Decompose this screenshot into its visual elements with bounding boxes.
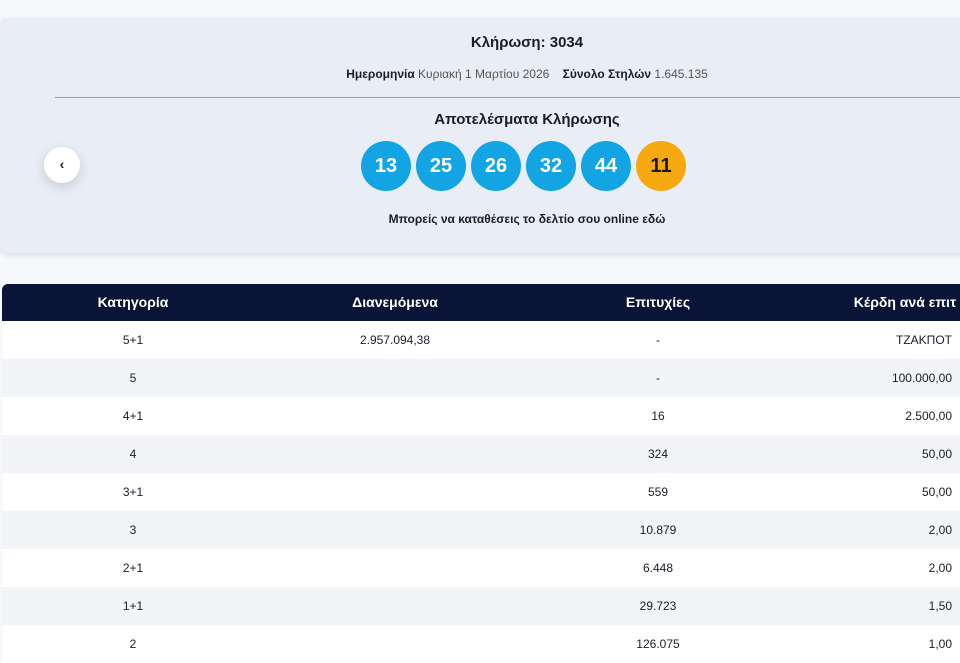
table-cell: 126.075 xyxy=(636,637,680,651)
table-cell: 324 xyxy=(647,447,669,461)
table-row: 5 - 100.000,00 xyxy=(2,359,960,397)
number-ball: 26 xyxy=(471,141,521,191)
column-header: Κέρδη ανά επιτ xyxy=(853,294,957,310)
draw-title: Κλήρωση: 3034 xyxy=(470,34,584,51)
number-ball: 25 xyxy=(416,141,466,191)
table-row: 1+1 29.723 1,50 xyxy=(2,587,960,625)
table-cell: 29.723 xyxy=(639,599,677,613)
table-cell: 5 xyxy=(129,371,137,385)
table-cell: 6.448 xyxy=(642,561,674,575)
table-row: 4+1 16 2.500,00 xyxy=(2,397,960,435)
table-row: 2+1 6.448 2,00 xyxy=(2,549,960,587)
table-header: Κατηγορία Διανεμόμενα Επιτυχίες Κέρδη ανά ε… xyxy=(2,284,960,321)
table-cell: 100.000,00 xyxy=(891,371,952,385)
column-header: Επιτυχίες xyxy=(625,294,691,310)
bonus-ball: 11 xyxy=(636,141,686,191)
table-cell: 4 xyxy=(129,447,137,461)
draw-card xyxy=(0,18,960,253)
column-header: Κατηγορία xyxy=(97,294,169,310)
columns-label: Σύνολο Στηλών xyxy=(562,67,652,81)
table-cell: 2.500,00 xyxy=(905,409,952,423)
table-cell: 50,00 xyxy=(921,485,952,499)
table-cell: 1+1 xyxy=(122,599,144,613)
divider xyxy=(55,97,960,98)
table-cell: ΤΖΑΚΠΟΤ xyxy=(896,333,952,347)
table-cell: 2.957.094,38 xyxy=(359,333,431,347)
table-row: 5+1 2.957.094,38 - ΤΖΑΚΠΟΤ xyxy=(2,321,960,359)
table-row: 3+1 559 50,00 xyxy=(2,473,960,511)
table-cell: 50,00 xyxy=(921,447,952,461)
results-title: Αποτελέσματα Κλήρωσης xyxy=(434,111,620,128)
table-cell: 10.879 xyxy=(639,523,677,537)
online-link[interactable]: Μπορείς να καταθέσεις το δελτίο σου onli… xyxy=(388,212,666,226)
table-cell: 5+1 xyxy=(122,333,144,347)
page: Κλήρωση: 3034 Ημερομηνία Κυριακή 1 Μαρτί… xyxy=(0,18,960,651)
date-label: Ημερομηνία xyxy=(346,67,415,81)
table-cell: 2,00 xyxy=(928,561,952,575)
date: Κυριακή 1 Μαρτίου 2026 xyxy=(418,67,550,81)
previous-button[interactable]: ‹ xyxy=(44,147,80,183)
table-cell: 16 xyxy=(651,409,665,423)
table-cell: 4+1 xyxy=(122,409,144,423)
table-cell: - xyxy=(656,371,660,385)
table-cell: 3+1 xyxy=(122,485,144,499)
number-ball: 32 xyxy=(526,141,576,191)
columns: 1.645.135 xyxy=(654,67,708,81)
draw-info: Ημερομηνία Κυριακή 1 Μαρτίου 2026 Σύνολο… xyxy=(227,67,827,81)
table-cell: 1,00 xyxy=(928,637,952,651)
number-ball: 13 xyxy=(361,141,411,191)
table-cell: 2 xyxy=(129,637,137,651)
number-ball: 44 xyxy=(581,141,631,191)
table-row: 4 324 50,00 xyxy=(2,435,960,473)
column-header: Διανεμόμενα xyxy=(352,294,438,310)
table-cell: 3 xyxy=(129,523,137,537)
table-cell: 1,50 xyxy=(928,599,952,613)
table-cell: 559 xyxy=(647,485,669,499)
table-cell: 2,00 xyxy=(928,523,952,537)
table-row: 2 126.075 1,00 xyxy=(2,625,960,663)
table-cell: 2+1 xyxy=(122,561,144,575)
table-cell: - xyxy=(656,333,660,347)
table-row: 3 10.879 2,00 xyxy=(2,511,960,549)
